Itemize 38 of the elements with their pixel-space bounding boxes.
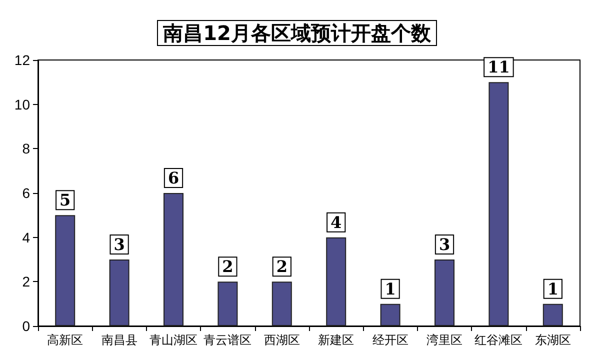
data-label: 11 [488,58,510,77]
y-tick-label: 0 [22,318,30,334]
data-label: 1 [384,279,396,298]
data-label: 2 [222,257,234,276]
bar [55,215,76,326]
bar [434,260,454,326]
data-label: 2 [276,257,288,276]
data-label: 6 [168,168,180,188]
bar [164,193,184,326]
x-tick-label: 新建区 [318,333,354,347]
data-label: 3 [114,235,125,254]
bar [272,282,292,326]
y-tick-label: 6 [22,185,30,201]
x-tick-label: 红谷滩区 [474,333,523,347]
x-tick-label: 湾里区 [426,333,462,347]
y-tick-label: 12 [14,52,30,68]
x-tick-label: 青云谱区 [204,333,252,347]
bar [109,260,130,326]
y-tick-label: 2 [22,274,30,290]
bar [380,304,400,326]
x-tick-label: 高新区 [47,333,84,347]
x-tick-label: 东湖区 [534,333,571,347]
x-tick-label: 青山湖区 [150,333,198,347]
y-tick-label: 10 [14,96,30,112]
chart-title: 南昌12月各区域预计开盘个数 [162,21,432,45]
x-tick-label: 经开区 [372,333,408,347]
bar [488,82,509,326]
bar [326,237,346,326]
data-label: 5 [60,190,71,210]
data-label: 1 [547,279,558,298]
y-tick-label: 8 [22,140,30,157]
bar [542,304,563,326]
x-tick-label: 南昌县 [101,333,138,347]
y-tick-label: 4 [22,229,30,246]
data-label: 4 [330,212,342,232]
x-tick-label: 西湖区 [264,333,300,347]
data-label: 3 [438,235,450,254]
bar [218,282,238,326]
